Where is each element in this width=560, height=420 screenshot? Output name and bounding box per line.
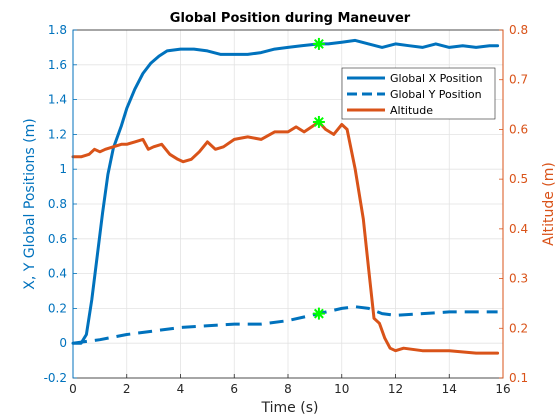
y-left-tick-label: 1.2 bbox=[48, 127, 67, 141]
y-right-tick-label: 0.2 bbox=[509, 321, 528, 335]
marker-center bbox=[316, 119, 322, 125]
altitude-line bbox=[71, 120, 500, 355]
x-tick-label: 4 bbox=[177, 382, 185, 396]
y-axis-right-label: Altitude (m) bbox=[541, 162, 557, 246]
y-right-tick-label: 0.8 bbox=[509, 23, 528, 37]
y-left-tick-label: 0 bbox=[59, 336, 67, 350]
legend: Global X Position Global Y Position Alti… bbox=[341, 67, 496, 120]
y-left-tick-label: 1.4 bbox=[48, 93, 67, 107]
y-left-tick-label: 1 bbox=[59, 162, 67, 176]
y-right-tick-label: 0.3 bbox=[509, 272, 528, 286]
y-left-tick-label: 1.6 bbox=[48, 58, 67, 72]
x-tick-label: 14 bbox=[442, 382, 457, 396]
y-right-tick-label: 0.1 bbox=[509, 371, 528, 385]
y-left-tick-label: 0.6 bbox=[48, 232, 67, 246]
x-tick-label: 0 bbox=[69, 382, 77, 396]
y-left-tick-label: 0.2 bbox=[48, 301, 67, 315]
y-left-tick-label: 0.8 bbox=[48, 197, 67, 211]
y-right-tick-label: 0.4 bbox=[509, 222, 528, 236]
x-tick-label: 12 bbox=[388, 382, 403, 396]
highlight-marker bbox=[312, 115, 325, 128]
y-left-tick-label: 0.4 bbox=[48, 267, 67, 281]
series-group bbox=[71, 37, 500, 355]
x-tick-label: 10 bbox=[334, 382, 349, 396]
legend-label-altitude: Altitude bbox=[390, 104, 433, 117]
marker-center bbox=[316, 311, 322, 317]
chart-title: Global Position during Maneuver bbox=[170, 11, 411, 26]
x-axis-label: Time (s) bbox=[261, 400, 319, 416]
y-right-tick-label: 0.5 bbox=[509, 172, 528, 186]
y-axis-left-label: X, Y Global Positions (m) bbox=[22, 118, 38, 289]
y-right-tick-label: 0.6 bbox=[509, 122, 528, 136]
x-tick-label: 8 bbox=[284, 382, 292, 396]
y-right-tick-label: 0.7 bbox=[509, 73, 528, 87]
y-left-tick-label: 1.8 bbox=[48, 23, 67, 37]
x-tick-label: 6 bbox=[230, 382, 238, 396]
global-x-position-line bbox=[71, 38, 500, 345]
marker-center bbox=[316, 41, 322, 47]
legend-label-y: Global Y Position bbox=[390, 88, 482, 101]
legend-label-x: Global X Position bbox=[390, 72, 482, 85]
x-tick-label: 16 bbox=[495, 382, 510, 396]
tick-group: 0 2 4 6 8 10 12 14 16-0.200.20.40.60.811.21.41.6… bbox=[44, 23, 529, 396]
highlight-marker bbox=[312, 307, 325, 320]
highlight-marker bbox=[312, 37, 325, 50]
x-tick-label: 2 bbox=[123, 382, 131, 396]
y-left-tick-label: -0.2 bbox=[44, 371, 67, 385]
